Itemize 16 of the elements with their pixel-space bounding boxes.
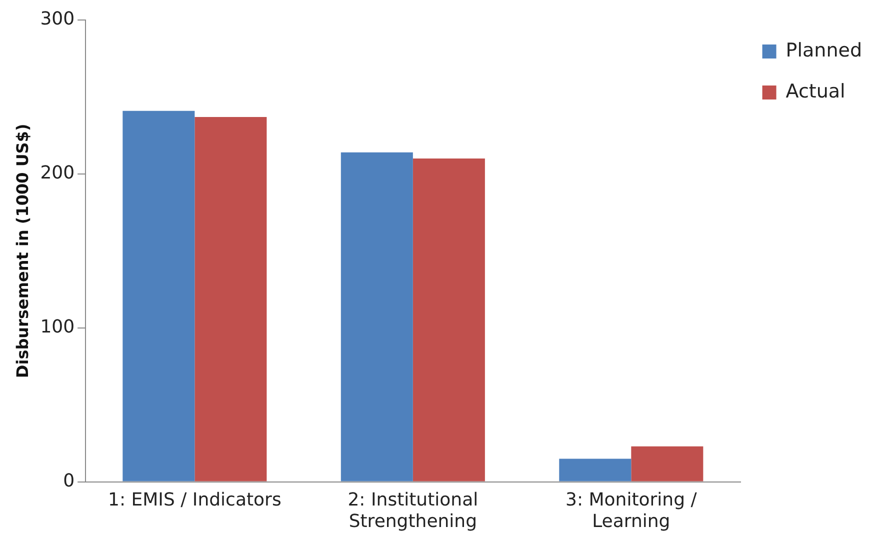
legend-label: Planned	[786, 39, 862, 62]
y-axis-title: Disbursement in (1000 US$)	[12, 124, 32, 378]
legend-label: Actual	[786, 80, 846, 102]
bar	[194, 116, 267, 482]
y-tick-label: 200	[40, 162, 75, 184]
y-tick-label: 300	[40, 8, 75, 30]
bar	[559, 458, 632, 482]
bar	[340, 152, 413, 482]
x-tick-label: 1: EMIS / Indicators	[108, 489, 282, 510]
y-tick-label: 0	[63, 470, 75, 492]
bar	[122, 110, 195, 482]
x-tick-label: 3: Monitoring / Learning	[566, 489, 698, 532]
x-tick-label: 2: Institutional Strengthening	[348, 489, 478, 532]
bar	[631, 446, 704, 482]
y-tick-label: 100	[40, 316, 75, 338]
bar	[412, 158, 485, 482]
